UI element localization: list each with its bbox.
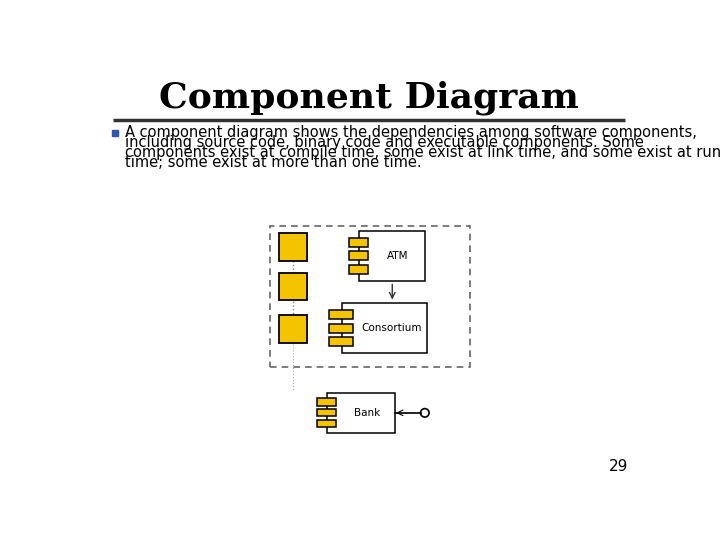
Text: 29: 29	[609, 460, 629, 475]
Bar	[342, 303, 427, 353]
Text: ATMs: ATMs	[360, 231, 387, 241]
Bar	[349, 238, 368, 247]
Text: including source code, binary code and executable components. Some: including source code, binary code and e…	[125, 135, 644, 150]
Text: Bank: Bank	[354, 408, 380, 418]
Bar	[317, 399, 336, 406]
Bar	[349, 265, 368, 274]
Bar	[349, 251, 368, 260]
Text: Consortium: Consortium	[361, 323, 422, 333]
Text: ATM: ATM	[387, 251, 408, 261]
Bar	[279, 233, 307, 261]
Bar	[279, 315, 307, 343]
Bar	[327, 393, 395, 433]
Bar	[279, 273, 307, 300]
Bar	[270, 226, 469, 367]
Bar	[317, 409, 336, 416]
Text: Component Diagram: Component Diagram	[159, 80, 579, 115]
Text: time; some exist at more than one time.: time; some exist at more than one time.	[125, 155, 421, 170]
Text: A component diagram shows the dependencies among software components,: A component diagram shows the dependenci…	[125, 125, 697, 140]
Text: components exist at compile time, some exist at link time, and some exist at run: components exist at compile time, some e…	[125, 145, 720, 160]
Bar	[329, 310, 353, 319]
Bar	[359, 231, 426, 281]
Bar	[317, 420, 336, 427]
Bar	[329, 323, 353, 333]
Bar	[329, 337, 353, 346]
